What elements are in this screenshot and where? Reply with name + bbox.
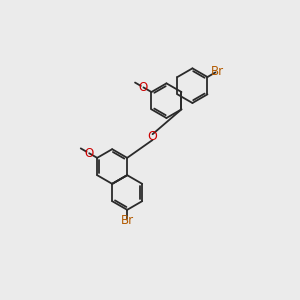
Text: O: O — [147, 130, 157, 143]
Text: Br: Br — [121, 214, 134, 227]
Text: O: O — [139, 81, 148, 94]
Text: Br: Br — [211, 65, 224, 78]
Text: O: O — [85, 147, 94, 160]
